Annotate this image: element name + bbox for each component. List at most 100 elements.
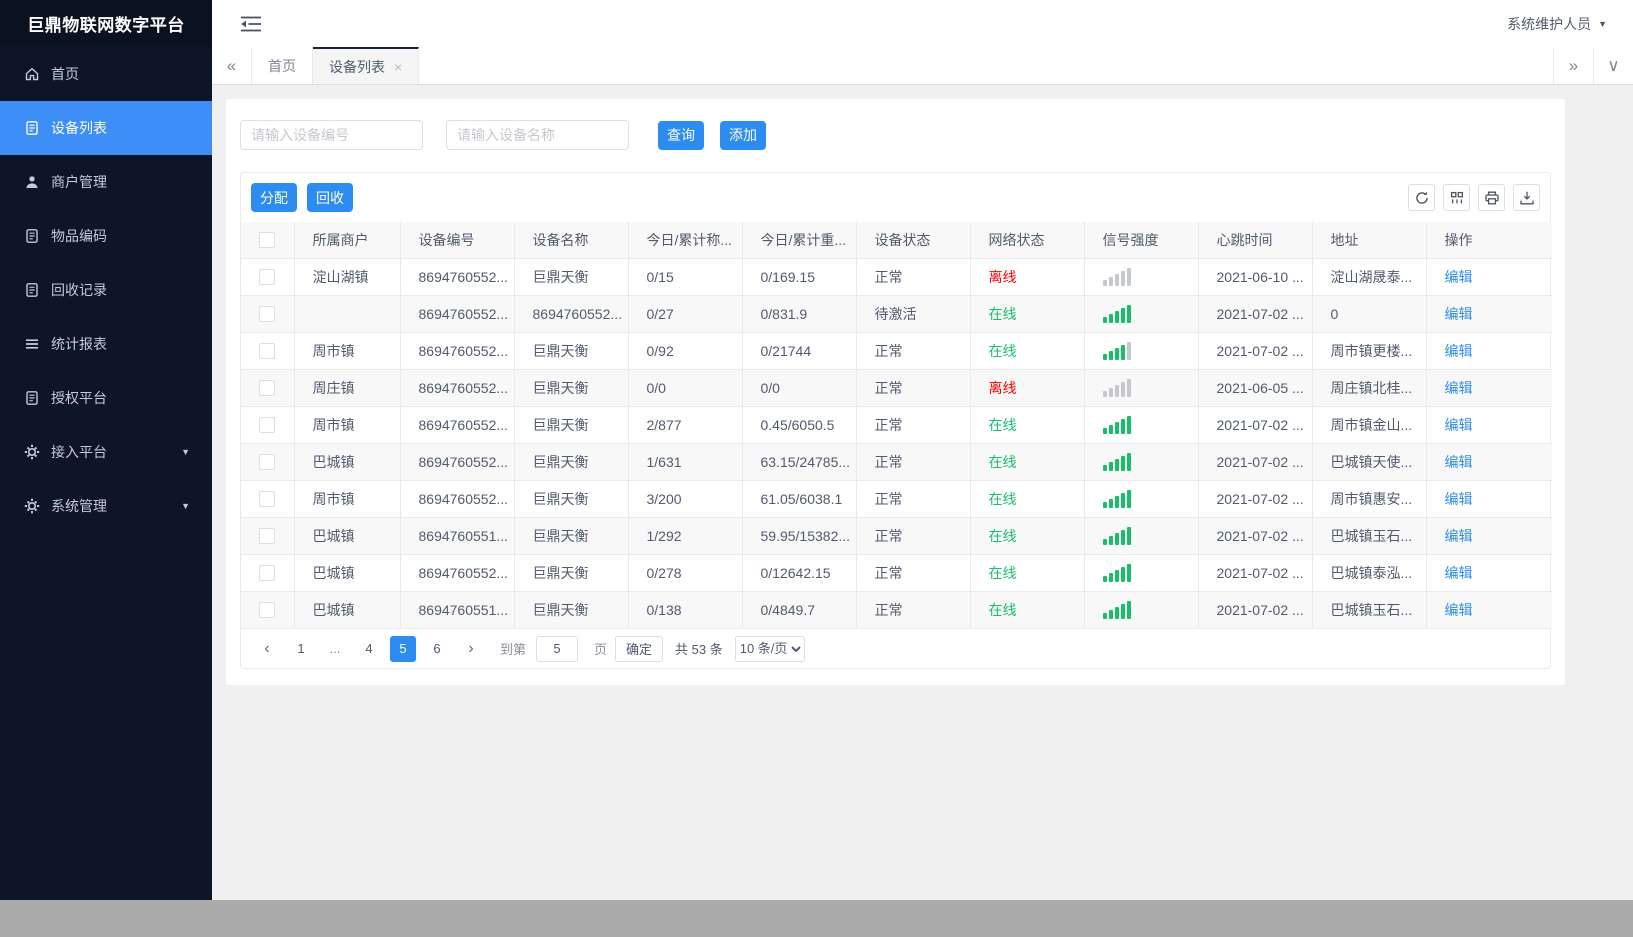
row-checkbox[interactable] (259, 491, 276, 508)
sidebar-item-recycle-record[interactable]: 回收记录 (0, 263, 212, 317)
select-all-checkbox[interactable] (259, 232, 276, 249)
device-name-input[interactable] (446, 120, 629, 150)
device-no-cell: 8694760552... (400, 406, 515, 444)
edit-link[interactable]: 编辑 (1444, 305, 1473, 322)
device-name-cell: 巨鼎天衡 (514, 258, 629, 296)
chevron-down-icon: ▼ (181, 501, 190, 511)
query-button[interactable]: 查询 (658, 120, 704, 150)
total-count-label: 共 53 条 (675, 642, 723, 657)
device-no-cell: 8694760551... (400, 591, 515, 628)
edit-link[interactable]: 编辑 (1444, 564, 1473, 581)
today-weight-cell: 0.45/6050.5 (742, 406, 857, 444)
device-name-cell: 巨鼎天衡 (514, 554, 629, 592)
sidebar-item-system-mgmt[interactable]: 系统管理 ▼ (0, 479, 212, 533)
tabs-scroll-right-button[interactable]: » (1553, 47, 1593, 84)
collapse-sidebar-icon[interactable] (240, 15, 262, 33)
signal-bars-icon (1102, 267, 1192, 286)
edit-link[interactable]: 编辑 (1444, 490, 1473, 507)
sidebar-item-stats-report[interactable]: 统计报表 (0, 317, 212, 371)
row-select-cell (241, 295, 295, 333)
device-name-cell: 巨鼎天衡 (514, 369, 629, 407)
page-button[interactable]: 1 (297, 641, 305, 656)
next-page-button[interactable]: › (468, 639, 474, 657)
tabs-scroll-left-button[interactable]: « (212, 47, 252, 84)
table-header-row: 所属商户 设备编号 设备名称 今日/累计称... 今日/累计重... 设备状态 网络状态 信号… (241, 222, 1552, 259)
row-checkbox[interactable] (259, 454, 276, 471)
heartbeat-cell: 2021-07-02 ... (1198, 517, 1313, 555)
print-icon[interactable] (1478, 184, 1505, 211)
add-button[interactable]: 添加 (720, 120, 766, 150)
edit-link[interactable]: 编辑 (1444, 416, 1473, 433)
network-status: 在线 (988, 416, 1017, 433)
column-header: 设备状态 (856, 222, 971, 259)
address-cell: 0 (1312, 295, 1427, 333)
action-cell: 编辑 (1426, 258, 1552, 296)
user-menu[interactable]: 系统维护人员 ▼ (1507, 14, 1607, 34)
home-icon (24, 66, 40, 82)
row-checkbox[interactable] (259, 565, 276, 582)
refresh-icon[interactable] (1408, 184, 1435, 211)
goto-prefix-label: 到第 (500, 642, 527, 657)
doc-icon (24, 120, 40, 136)
row-checkbox[interactable] (259, 269, 276, 286)
device-status-cell: 正常 (856, 332, 971, 370)
prev-page-button[interactable]: ‹ (264, 639, 270, 657)
sidebar-item-label: 授权平台 (51, 390, 107, 406)
row-checkbox[interactable] (259, 306, 276, 323)
page-button[interactable]: 6 (433, 641, 441, 656)
page-button[interactable]: 4 (365, 641, 373, 656)
page-button[interactable]: 5 (390, 635, 416, 662)
page-ellipsis: ... (329, 641, 341, 656)
row-checkbox[interactable] (259, 380, 276, 397)
list-icon (24, 336, 40, 352)
action-cell: 编辑 (1426, 369, 1552, 407)
goto-confirm-button[interactable]: 确定 (615, 635, 664, 662)
close-tab-icon[interactable]: × (394, 58, 403, 75)
device-name-cell: 巨鼎天衡 (514, 591, 629, 628)
tab-device-list[interactable]: 设备列表 × (313, 47, 420, 84)
device-status-cell: 正常 (856, 258, 971, 296)
tab-home[interactable]: 首页 (252, 47, 313, 84)
row-checkbox[interactable] (259, 602, 276, 619)
row-checkbox[interactable] (259, 528, 276, 545)
export-icon[interactable] (1513, 184, 1540, 211)
assign-button[interactable]: 分配 (251, 183, 297, 212)
edit-link[interactable]: 编辑 (1444, 453, 1473, 470)
recycle-button[interactable]: 回收 (307, 183, 353, 212)
row-checkbox[interactable] (259, 417, 276, 434)
sidebar-item-item-code[interactable]: 物品编码 (0, 209, 212, 263)
sidebar-item-device-list[interactable]: 设备列表 (0, 101, 212, 155)
gear-icon (24, 498, 40, 514)
signal-bars-icon (1102, 415, 1192, 434)
row-checkbox[interactable] (259, 343, 276, 360)
signal-bars-icon (1102, 341, 1192, 360)
tabs-actions-button[interactable]: ∨ (1593, 47, 1633, 84)
doc-icon (24, 228, 40, 244)
signal-strength-cell (1084, 443, 1199, 481)
address-cell: 巴城镇玉石... (1312, 591, 1427, 628)
today-weight-cell: 0/4849.7 (742, 591, 857, 628)
sidebar-item-auth-platform[interactable]: 授权平台 (0, 371, 212, 425)
merchant-cell: 巴城镇 (294, 443, 401, 481)
edit-link[interactable]: 编辑 (1444, 379, 1473, 396)
sidebar-item-label: 设备列表 (51, 120, 107, 136)
signal-strength-cell (1084, 332, 1199, 370)
page-size-select[interactable]: 10 条/页 (734, 635, 805, 662)
edit-link[interactable]: 编辑 (1444, 342, 1473, 359)
columns-icon[interactable] (1443, 184, 1470, 211)
device-no-cell: 8694760552... (400, 480, 515, 518)
device-no-input[interactable] (240, 120, 423, 150)
edit-link[interactable]: 编辑 (1444, 268, 1473, 285)
goto-page-input[interactable] (536, 635, 579, 662)
row-select-cell (241, 369, 295, 407)
edit-link[interactable]: 编辑 (1444, 601, 1473, 618)
action-cell: 编辑 (1426, 295, 1552, 333)
address-cell: 巴城镇天使... (1312, 443, 1427, 481)
edit-link[interactable]: 编辑 (1444, 527, 1473, 544)
sidebar-item-merchant-mgmt[interactable]: 商户管理 (0, 155, 212, 209)
signal-bars-icon (1102, 489, 1192, 508)
signal-bars-icon (1102, 378, 1192, 397)
goto-suffix-label: 页 (594, 642, 608, 657)
sidebar-item-access-platform[interactable]: 接入平台 ▼ (0, 425, 212, 479)
sidebar-item-home[interactable]: 首页 (0, 47, 212, 101)
